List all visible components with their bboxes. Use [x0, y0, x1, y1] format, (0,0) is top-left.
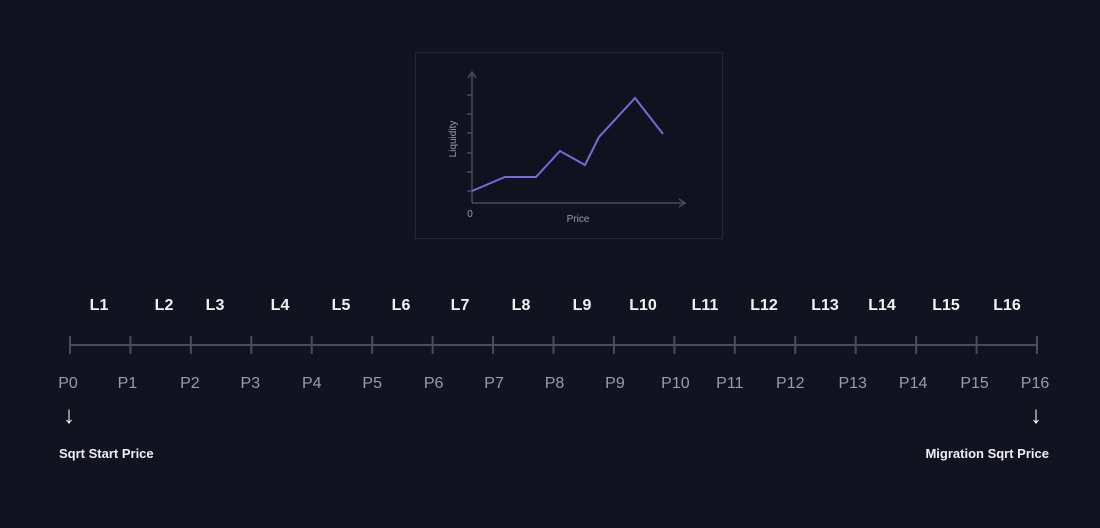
liquidity-label: L15	[932, 297, 960, 314]
y-axis-arrow	[467, 70, 477, 79]
liquidity-label: L8	[511, 297, 531, 314]
liquidity-label: L3	[205, 297, 225, 314]
liquidity-chart: Liquidity Price 0	[415, 52, 723, 239]
liquidity-line	[471, 96, 664, 192]
price-label: P7	[484, 375, 504, 392]
origin-label: 0	[467, 209, 473, 220]
liquidity-label: L11	[691, 297, 719, 314]
price-label: P13	[838, 375, 867, 392]
liquidity-label: L7	[450, 297, 470, 314]
price-label: P10	[661, 375, 690, 392]
liquidity-label: L6	[391, 297, 411, 314]
price-label: P6	[423, 375, 444, 392]
price-label: P14	[898, 375, 928, 392]
price-label: P16	[1020, 375, 1050, 392]
price-label: P12	[776, 375, 805, 392]
liquidity-label: L12	[750, 297, 778, 314]
migration-sqrt-price-caption: Migration Sqrt Price	[925, 446, 1049, 461]
liquidity-label: L13	[811, 297, 839, 314]
price-label: P3	[240, 375, 261, 392]
arrow-down-icon: ↓	[1030, 402, 1042, 429]
liquidity-label: L10	[629, 297, 657, 314]
liquidity-label: L4	[270, 297, 290, 314]
price-label: P11	[716, 375, 744, 392]
price-label: P0	[58, 375, 78, 392]
liquidity-label: L16	[993, 297, 1021, 314]
price-label: P4	[301, 375, 322, 392]
price-label: P5	[362, 375, 382, 392]
x-axis-arrow	[678, 198, 687, 208]
liquidity-label: L9	[572, 297, 592, 314]
liquidity-label: L2	[154, 297, 174, 314]
sqrt-start-price-caption: Sqrt Start Price	[59, 446, 154, 461]
liquidity-label: L14	[868, 297, 896, 314]
price-label: P2	[180, 375, 200, 392]
price-label: P15	[960, 375, 989, 392]
price-label: P8	[544, 375, 565, 392]
liquidity-label: L1	[89, 297, 109, 314]
liquidity-label: L5	[331, 297, 351, 314]
price-label: P9	[605, 375, 625, 392]
y-axis-label: Liquidity	[448, 121, 459, 158]
x-axis-label: Price	[567, 214, 590, 225]
arrow-down-icon: ↓	[63, 402, 75, 429]
price-label: P1	[117, 375, 138, 392]
liquidity-chart-svg: Liquidity Price 0	[448, 70, 687, 225]
